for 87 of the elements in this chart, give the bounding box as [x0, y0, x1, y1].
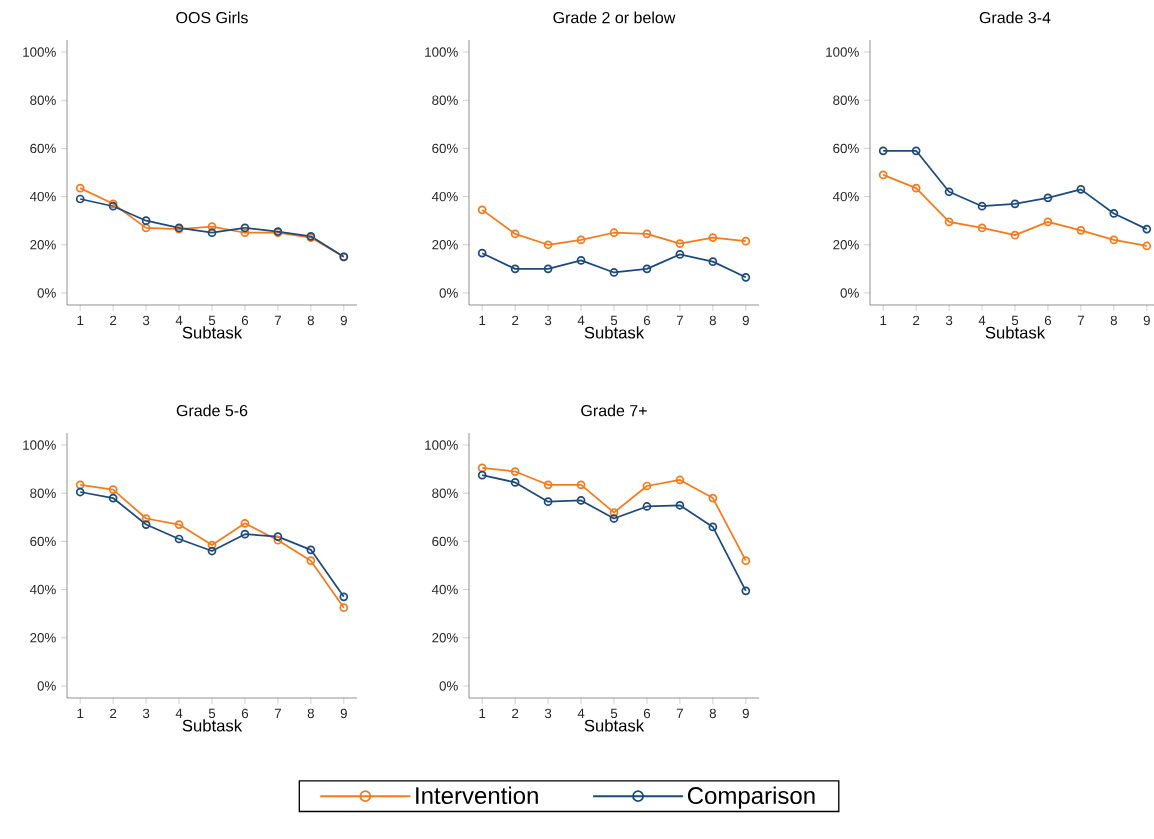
- y-tick-label: 40%: [29, 584, 56, 595]
- y-tick-label: 60%: [833, 143, 859, 154]
- x-tick-label: 7: [676, 708, 683, 718]
- y-tick-label: 100%: [23, 440, 56, 450]
- x-tick-label: 6: [241, 315, 249, 326]
- x-tick-label: 3: [544, 708, 552, 719]
- y-tick-label: 0%: [37, 681, 56, 691]
- x-tick-label: 4: [978, 315, 986, 325]
- chart-title: Grade 7+: [581, 404, 647, 417]
- x-tick-label: 5: [610, 315, 618, 326]
- x-axis-title: Subtask: [182, 719, 243, 732]
- x-tick-label: 2: [512, 708, 519, 719]
- x-axis-title: Subtask: [584, 326, 645, 339]
- chart-title: OOS Girls: [176, 11, 248, 24]
- y-tick-label: 80%: [30, 95, 56, 105]
- x-tick-label: 2: [110, 315, 117, 326]
- x-tick-label: 9: [742, 315, 749, 326]
- y-tick-label: 60%: [30, 143, 56, 154]
- x-tick-label: 3: [544, 315, 552, 326]
- x-axis-title: Subtask: [584, 719, 645, 732]
- y-tick-label: 40%: [832, 191, 859, 202]
- x-tick-label: 4: [577, 708, 585, 718]
- x-tick-label: 5: [610, 708, 618, 719]
- chart-title: Grade 5-6: [176, 404, 248, 417]
- x-tick-label: 9: [742, 708, 749, 719]
- y-tick-label: 20%: [833, 240, 859, 250]
- x-tick-label: 6: [1044, 315, 1052, 326]
- y-tick-label: 60%: [30, 536, 56, 547]
- y-tick-label: 20%: [432, 633, 458, 643]
- y-tick-label: 40%: [431, 584, 458, 595]
- x-tick-label: 6: [643, 315, 651, 326]
- x-tick-label: 7: [676, 315, 683, 325]
- y-tick-label: 80%: [432, 488, 458, 498]
- y-tick-label: 100%: [425, 47, 458, 57]
- y-tick-label: 20%: [30, 633, 56, 643]
- x-tick-label: 5: [208, 315, 216, 326]
- y-tick-label: 100%: [425, 440, 458, 450]
- y-tick-label: 20%: [30, 240, 56, 250]
- legend-label: Intervention: [416, 786, 538, 805]
- y-tick-label: 60%: [432, 536, 458, 547]
- y-tick-label: 80%: [833, 95, 859, 105]
- y-tick-label: 80%: [432, 95, 458, 105]
- x-tick-label: 2: [913, 315, 920, 326]
- x-tick-label: 1: [77, 315, 84, 325]
- x-tick-label: 2: [110, 708, 117, 719]
- x-tick-label: 9: [1143, 315, 1150, 326]
- x-axis-title: Subtask: [985, 326, 1046, 339]
- y-tick-label: 0%: [840, 288, 859, 298]
- x-tick-label: 5: [208, 708, 216, 719]
- x-tick-label: 6: [241, 708, 249, 719]
- y-tick-label: 40%: [431, 191, 458, 202]
- x-tick-label: 8: [307, 315, 314, 326]
- x-tick-label: 1: [77, 708, 84, 718]
- x-tick-label: 8: [307, 708, 314, 719]
- x-tick-label: 7: [274, 315, 281, 325]
- x-tick-label: 4: [577, 315, 585, 325]
- x-tick-label: 8: [709, 708, 716, 719]
- y-tick-label: 40%: [29, 191, 56, 202]
- y-tick-label: 20%: [432, 240, 458, 250]
- y-tick-label: 100%: [826, 47, 859, 57]
- legend-label: Comparison: [687, 786, 815, 809]
- x-tick-label: 1: [479, 315, 486, 325]
- y-tick-label: 0%: [439, 681, 458, 691]
- x-tick-label: 3: [945, 315, 953, 326]
- x-tick-label: 3: [142, 315, 150, 326]
- x-axis-title: Subtask: [182, 326, 243, 339]
- x-tick-label: 5: [1011, 315, 1019, 326]
- x-tick-label: 7: [274, 708, 281, 718]
- x-tick-label: 4: [175, 708, 183, 718]
- x-tick-label: 1: [479, 708, 486, 718]
- x-tick-label: 7: [1077, 315, 1084, 325]
- x-tick-label: 1: [880, 315, 887, 325]
- x-tick-label: 9: [340, 708, 347, 719]
- chart-title: Grade 3-4: [979, 11, 1051, 24]
- x-tick-label: 8: [1110, 315, 1117, 326]
- x-tick-label: 2: [512, 315, 519, 326]
- y-tick-label: 80%: [30, 488, 56, 498]
- x-tick-label: 8: [709, 315, 716, 326]
- y-tick-label: 100%: [23, 47, 56, 57]
- x-tick-label: 9: [340, 315, 347, 326]
- x-tick-label: 6: [643, 708, 651, 719]
- x-tick-label: 4: [175, 315, 183, 325]
- y-tick-label: 60%: [432, 143, 458, 154]
- y-tick-label: 0%: [439, 288, 458, 298]
- chart-title: Grade 2 or below: [553, 11, 676, 24]
- y-tick-label: 0%: [37, 288, 56, 298]
- x-tick-label: 3: [142, 708, 150, 719]
